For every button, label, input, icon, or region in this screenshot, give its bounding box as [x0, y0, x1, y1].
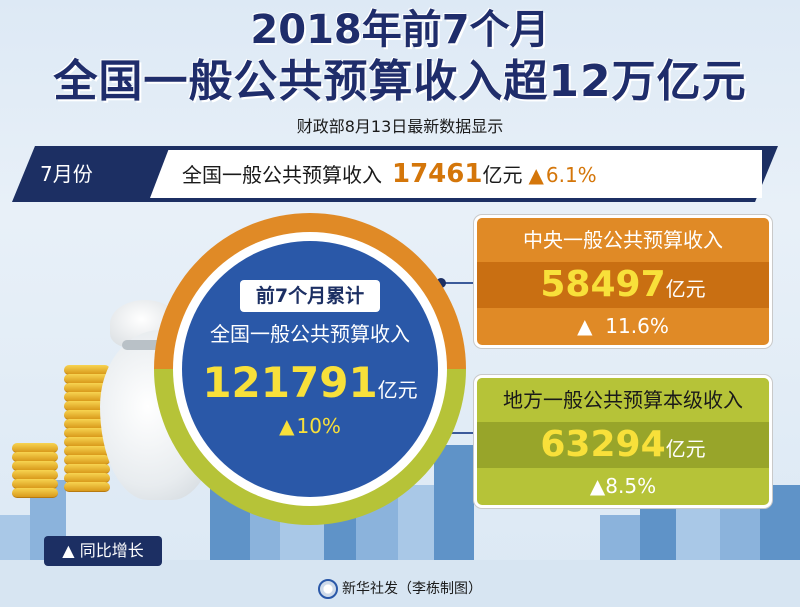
connector-local: [440, 432, 476, 434]
local-growth-row: ▲8.5%: [477, 468, 769, 505]
cumulative-badge: 前7个月累计: [240, 280, 380, 312]
subtitle: 财政部8月13日最新数据显示: [296, 117, 504, 136]
coin-stack-right: [64, 365, 110, 500]
title-line-2: 全国一般公共预算收入超12万亿元: [53, 56, 747, 107]
local-value-row: 63294亿元: [477, 422, 769, 468]
central-arrow-icon: ▲: [577, 314, 593, 338]
month-label: 7月份: [40, 162, 93, 186]
connector-dot-central: [436, 278, 446, 288]
cumulative-arrow-icon: ▲: [279, 414, 295, 438]
cumulative-growth-row: ▲ 10%: [182, 414, 438, 438]
local-arrow-icon: ▲: [589, 474, 606, 498]
july-growth: 6.1%: [545, 163, 597, 187]
local-label: 地方一般公共预算本级收入: [477, 378, 769, 422]
july-label: 全国一般公共预算收入: [182, 163, 382, 187]
cumulative-value: 121791: [202, 358, 378, 407]
july-value: 17461: [392, 159, 483, 189]
money-bag-tie: [122, 340, 178, 350]
central-revenue-card: 中央一般公共预算收入 58497亿元 ▲ 11.6%: [474, 215, 772, 348]
local-growth: 8.5%: [605, 474, 657, 498]
central-value-row: 58497亿元: [477, 262, 769, 308]
central-growth-row: ▲ 11.6%: [477, 308, 769, 345]
local-value: 63294: [540, 424, 666, 465]
july-unit: 亿元: [482, 163, 523, 187]
coin-stack-left: [12, 443, 58, 500]
july-arrow-icon: ▲: [528, 163, 544, 187]
credit-line: 新华社发（李栋制图）: [0, 578, 800, 599]
cumulative-unit: 亿元: [377, 378, 418, 402]
cumulative-growth: 10%: [296, 414, 341, 438]
july-revenue: 全国一般公共预算收入 17461亿元 ▲ 6.1%: [182, 158, 742, 191]
cumulative-value-row: 121791亿元: [182, 358, 438, 407]
connector-central: [440, 282, 476, 284]
ground: [0, 560, 800, 607]
central-growth: 11.6%: [605, 314, 669, 338]
credit-text: 新华社发（李栋制图）: [342, 581, 482, 597]
central-value: 58497: [540, 264, 666, 305]
central-label: 中央一般公共预算收入: [477, 218, 769, 262]
title-line-1: 2018年前7个月: [250, 7, 550, 53]
xinhua-logo-icon: [318, 579, 338, 599]
legend-yoy-growth: ▲ 同比增长: [44, 536, 162, 566]
local-revenue-card: 地方一般公共预算本级收入 63294亿元 ▲8.5%: [474, 375, 772, 508]
central-unit: 亿元: [665, 277, 706, 301]
local-unit: 亿元: [665, 437, 706, 461]
cumulative-label: 全国一般公共预算收入: [210, 322, 410, 346]
july-banner-panel: [150, 150, 762, 198]
